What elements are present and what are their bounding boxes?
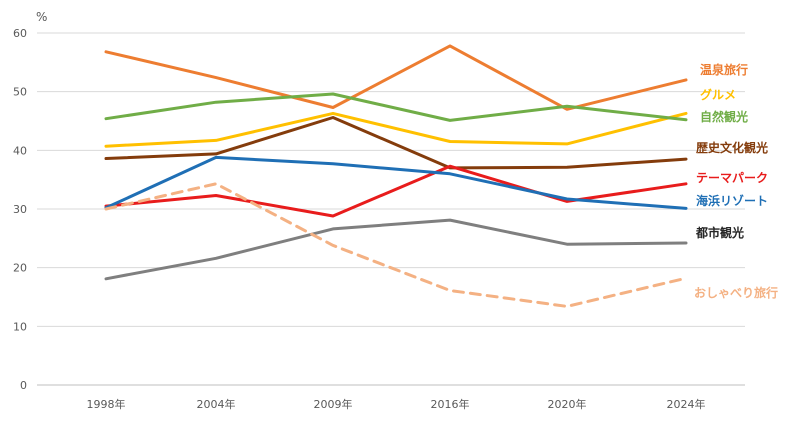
y-tick-label: 30 xyxy=(13,203,27,216)
series-line xyxy=(104,116,688,170)
series-line xyxy=(104,218,688,281)
series-line xyxy=(104,164,688,218)
series-line xyxy=(104,182,688,308)
x-tick-label: 2020年 xyxy=(548,397,587,411)
series-label: 温泉旅行 xyxy=(700,62,748,77)
y-tick-label: 40 xyxy=(13,144,27,157)
series-lines xyxy=(104,44,688,308)
series-label: 歴史文化観光 xyxy=(696,140,768,155)
y-tick-label: 50 xyxy=(13,86,27,99)
x-tick-label: 1998年 xyxy=(87,397,126,411)
y-tick-label: 10 xyxy=(13,320,27,333)
x-tick-label: 2004年 xyxy=(197,397,236,411)
series-label: 海浜リゾート xyxy=(696,193,768,208)
x-axis-ticks: 1998年 2004年 2009年 2016年 2020年 2024年 xyxy=(87,397,706,411)
series-line xyxy=(104,111,688,148)
x-tick-label: 2009年 xyxy=(314,397,353,411)
y-tick-label: 60 xyxy=(13,27,27,40)
series-line xyxy=(104,44,688,111)
y-tick-label: 20 xyxy=(13,262,27,275)
series-label: おしゃべり旅行 xyxy=(694,285,778,300)
series-line xyxy=(104,92,688,122)
gridlines xyxy=(37,32,745,386)
y-axis-unit-label: % xyxy=(36,10,47,24)
x-tick-label: 2024年 xyxy=(667,397,706,411)
series-label: 都市観光 xyxy=(695,225,744,240)
series-label: グルメ xyxy=(700,87,736,102)
series-label: 自然観光 xyxy=(700,109,748,124)
x-tick-label: 2016年 xyxy=(431,397,470,411)
y-axis-ticks: 0 10 20 30 40 50 60 xyxy=(13,27,27,392)
series-line xyxy=(104,155,688,210)
series-label: テーマパーク xyxy=(696,171,768,185)
y-tick-label: 0 xyxy=(20,379,27,392)
